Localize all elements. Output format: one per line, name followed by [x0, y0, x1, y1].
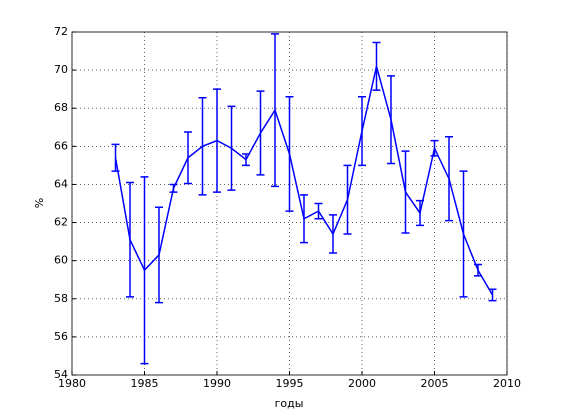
y-tick-label: 62 — [54, 216, 68, 229]
error-bar — [343, 164, 352, 235]
error-bar — [242, 153, 250, 167]
error-bar — [271, 33, 279, 188]
y-tick-label: 58 — [54, 292, 68, 305]
error-bar — [314, 202, 323, 220]
error-bar — [213, 88, 221, 193]
error-bar — [300, 194, 308, 244]
y-tick-label: 66 — [54, 139, 68, 152]
y-tick-label: 60 — [54, 254, 68, 267]
x-tick-label: 1980 — [58, 377, 86, 390]
error-bar — [285, 96, 294, 212]
x-tick-label: 2000 — [348, 377, 376, 390]
x-tick-label: 1995 — [276, 377, 304, 390]
y-tick-label: 70 — [54, 63, 68, 76]
y-tick-label: 68 — [54, 101, 68, 114]
error-bar — [184, 131, 192, 185]
y-axis-label: % — [33, 198, 46, 208]
error-bar — [126, 181, 134, 298]
error-bar — [140, 176, 149, 365]
x-tick-label: 1985 — [131, 377, 159, 390]
error-bar — [358, 96, 366, 167]
error-bar — [256, 90, 265, 176]
error-bar — [416, 199, 424, 227]
error-bar — [430, 139, 439, 157]
y-tick-label: 54 — [54, 368, 68, 381]
x-tick-label: 2005 — [421, 377, 449, 390]
x-tick-label: 2010 — [493, 377, 521, 390]
error-bar — [169, 183, 178, 193]
x-axis-label: годы — [275, 397, 304, 410]
error-bar — [488, 288, 497, 302]
error-bar — [372, 41, 381, 91]
error-bar — [387, 75, 395, 165]
error-bar — [155, 206, 163, 304]
error-bar — [401, 150, 410, 234]
error-bar — [198, 96, 207, 196]
error-bar — [445, 136, 453, 222]
x-tick-label: 1990 — [203, 377, 231, 390]
error-bar — [474, 263, 482, 277]
error-bar — [111, 143, 120, 172]
error-bar — [227, 105, 236, 191]
y-tick-label: 64 — [54, 177, 68, 190]
error-bar — [459, 170, 468, 298]
y-tick-label: 72 — [54, 25, 68, 38]
error-bar — [329, 214, 337, 254]
y-tick-label: 56 — [54, 330, 68, 343]
